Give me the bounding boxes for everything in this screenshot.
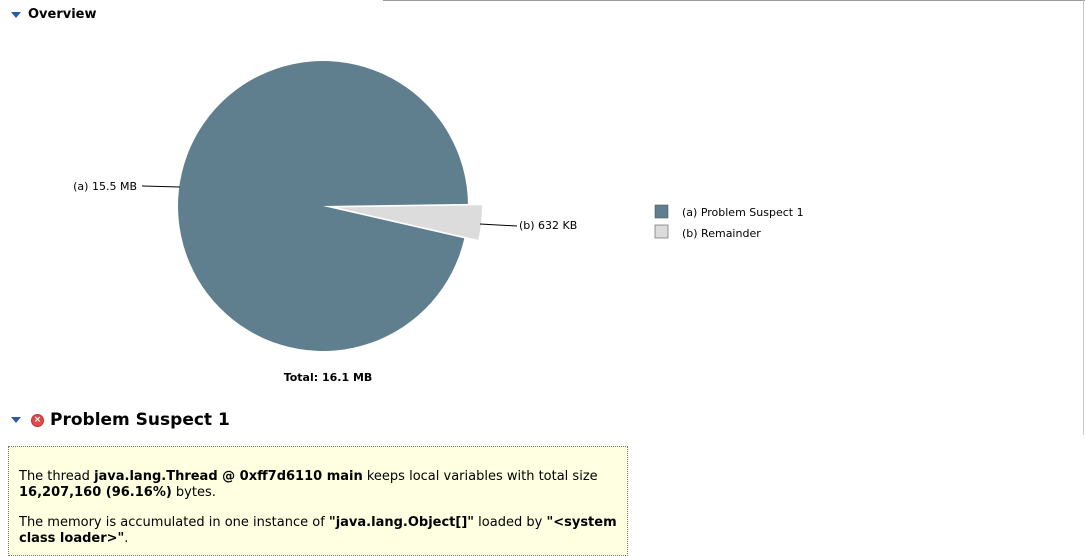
text: The memory is accumulated in one instanc…: [19, 515, 329, 530]
text: bytes.: [171, 485, 216, 500]
slice-leader-lines: [141, 185, 518, 227]
collapse-triangle-icon[interactable]: [11, 417, 21, 423]
class-name: "java.lang.Object[]": [328, 515, 475, 530]
suspect-description: The thread java.lang.Thread @ 0xff7d6110…: [8, 446, 628, 556]
overview-title: Overview: [28, 7, 97, 22]
pie-slice-a: [178, 61, 468, 352]
legend-label-b: (b) Remainder: [682, 227, 761, 240]
legend-swatch-b: [654, 224, 669, 239]
pie-slices: [178, 61, 482, 352]
suspect-paragraph-1: The thread java.lang.Thread @ 0xff7d6110…: [19, 469, 617, 501]
problem-suspect-title: Problem Suspect 1: [50, 410, 230, 430]
class-loader: "<system class loader>": [19, 515, 617, 546]
thread-name: java.lang.Thread @ 0xff7d6110 main: [94, 469, 363, 484]
pie-slice-b: [336, 205, 482, 240]
top-border: [383, 0, 1085, 1]
pie-chart: (a) 15.5 MB (b) 632 KB Total: 16.1 MB (a…: [73, 61, 804, 384]
chart-total-label: Total: 16.1 MB: [284, 371, 373, 384]
leader-line-b: [479, 223, 518, 227]
slice-label-a: (a) 15.5 MB: [73, 180, 137, 193]
text: loaded by: [474, 515, 547, 530]
leader-line-a: [141, 185, 181, 188]
collapse-triangle-icon[interactable]: [11, 11, 21, 18]
legend-label-a: (a) Problem Suspect 1: [682, 206, 804, 219]
retained-size: 16,207,160 (96.16%): [19, 485, 172, 500]
text: The thread: [19, 469, 95, 484]
suspect-paragraph-2: The memory is accumulated in one instanc…: [19, 515, 617, 547]
right-border: [1083, 0, 1084, 435]
chart-legend: (a) Problem Suspect 1 (b) Remainder: [654, 204, 804, 240]
legend-swatch-a: [654, 204, 669, 219]
slice-label-b: (b) 632 KB: [519, 219, 577, 232]
problem-suspect-header[interactable]: × Problem Suspect 1: [11, 410, 230, 430]
overview-section-header[interactable]: Overview: [11, 7, 97, 22]
text: keeps local variables with total size: [362, 469, 598, 484]
text: .: [124, 531, 129, 546]
error-icon: ×: [31, 413, 44, 427]
